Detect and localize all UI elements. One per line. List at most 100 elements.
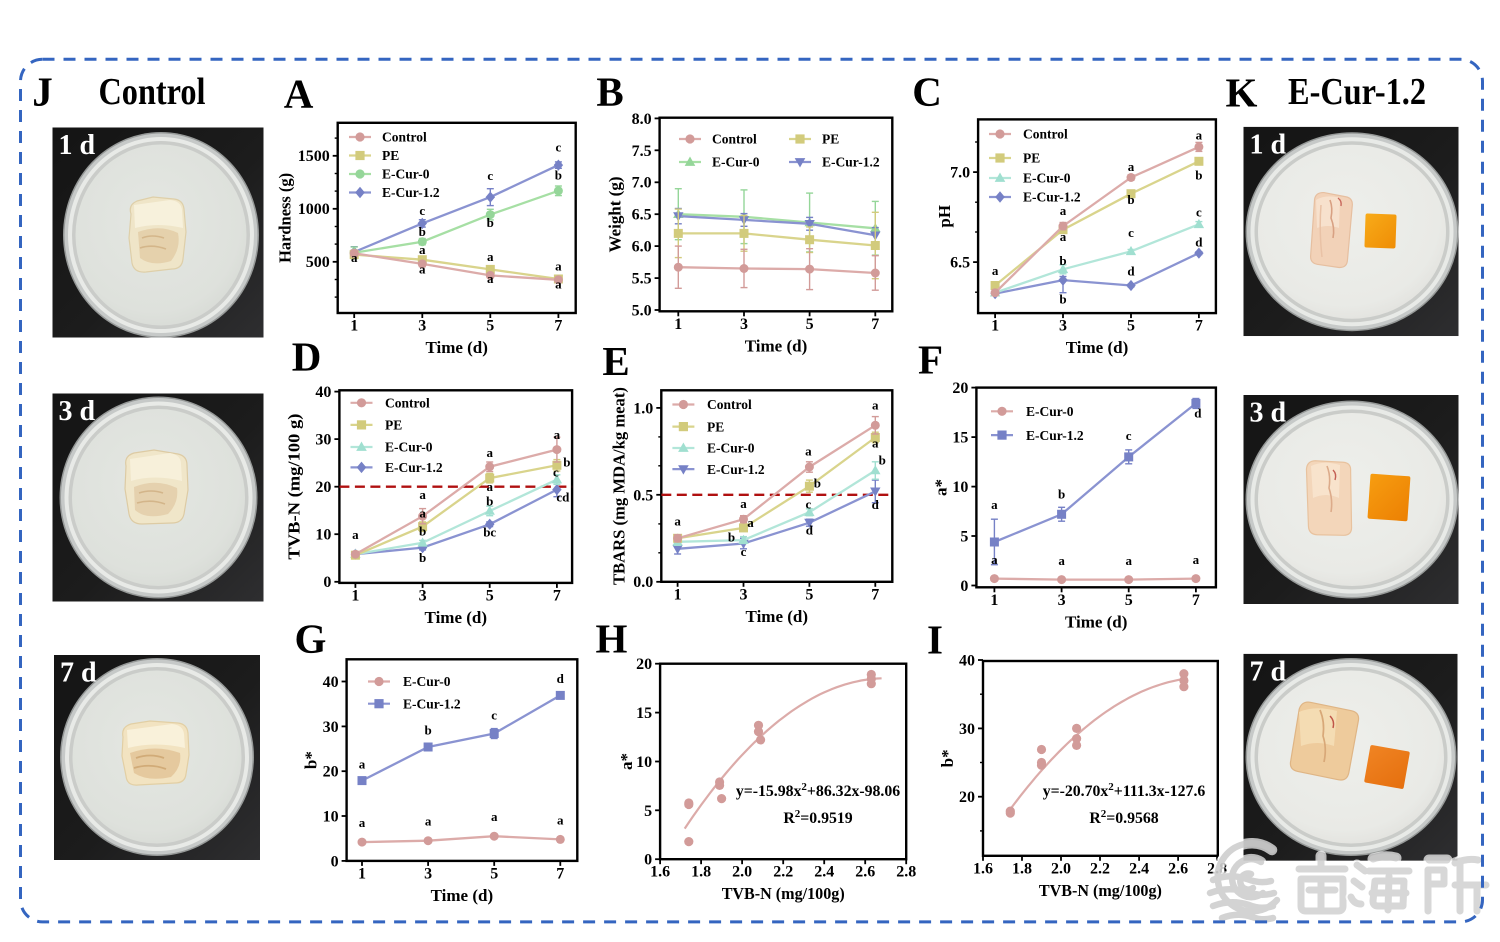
svg-text:a: a: [419, 506, 426, 521]
svg-text:A: A: [284, 71, 314, 117]
svg-text:a*: a*: [617, 753, 636, 770]
svg-text:40: 40: [959, 652, 975, 669]
svg-text:b: b: [555, 168, 562, 183]
svg-text:Time (d): Time (d): [1066, 338, 1129, 357]
svg-text:J: J: [32, 69, 53, 115]
svg-text:C: C: [912, 69, 942, 115]
svg-text:3: 3: [424, 865, 432, 882]
svg-text:20: 20: [952, 380, 968, 397]
svg-text:E-Cur-0: E-Cur-0: [1026, 404, 1074, 419]
svg-text:a: a: [555, 277, 562, 292]
svg-text:a: a: [1060, 229, 1067, 244]
svg-text:D: D: [292, 334, 322, 380]
svg-text:bc: bc: [483, 525, 496, 540]
svg-text:a: a: [419, 262, 426, 277]
svg-text:b: b: [814, 476, 821, 491]
svg-text:b: b: [486, 494, 493, 509]
svg-text:1: 1: [991, 318, 999, 335]
svg-text:1.6: 1.6: [650, 864, 670, 881]
svg-text:5.0: 5.0: [632, 302, 652, 319]
svg-text:10: 10: [636, 754, 652, 771]
svg-text:a: a: [352, 527, 359, 542]
svg-text:2.2: 2.2: [1090, 860, 1110, 877]
svg-text:Time (d): Time (d): [431, 886, 494, 905]
svg-text:500: 500: [306, 254, 330, 271]
svg-text:3: 3: [1058, 592, 1066, 609]
svg-text:E-Cur-1.2: E-Cur-1.2: [822, 155, 880, 170]
svg-text:c: c: [419, 203, 425, 218]
svg-text:2.0: 2.0: [732, 864, 752, 881]
svg-text:a: a: [872, 398, 879, 413]
svg-text:Hardness (g): Hardness (g): [276, 173, 295, 263]
svg-text:20: 20: [323, 764, 339, 781]
svg-text:15: 15: [952, 430, 968, 447]
svg-text:E-Cur-0: E-Cur-0: [385, 440, 433, 455]
svg-text:Time (d): Time (d): [746, 607, 809, 626]
svg-text:E-Cur-0: E-Cur-0: [382, 167, 430, 182]
svg-text:20: 20: [959, 789, 975, 806]
svg-text:1: 1: [674, 316, 682, 333]
svg-text:2.0: 2.0: [1051, 860, 1071, 877]
svg-text:a: a: [486, 479, 493, 494]
svg-text:cd: cd: [556, 490, 570, 505]
svg-text:5: 5: [1127, 318, 1135, 335]
svg-text:b*: b*: [938, 749, 957, 767]
svg-text:d: d: [1194, 406, 1202, 421]
svg-text:3: 3: [1059, 318, 1067, 335]
svg-text:5.5: 5.5: [632, 271, 652, 288]
svg-text:a: a: [554, 427, 561, 442]
svg-text:E-Cur-1.2: E-Cur-1.2: [403, 696, 461, 711]
svg-text:2.4: 2.4: [1129, 860, 1149, 877]
svg-text:E-Cur-0: E-Cur-0: [403, 674, 451, 689]
svg-text:Time (d): Time (d): [425, 338, 488, 357]
svg-text:7.5: 7.5: [632, 143, 652, 160]
svg-text:Time (d): Time (d): [745, 336, 808, 355]
svg-text:d: d: [806, 522, 814, 537]
svg-text:a: a: [991, 552, 998, 567]
svg-text:a: a: [555, 259, 562, 274]
svg-text:b: b: [1058, 486, 1065, 501]
svg-text:7: 7: [1195, 318, 1203, 335]
svg-text:TBARS (mg MDA/kg meat): TBARS (mg MDA/kg meat): [609, 387, 628, 585]
svg-text:8.0: 8.0: [632, 111, 652, 128]
svg-text:d: d: [1127, 264, 1135, 279]
svg-text:7: 7: [871, 316, 879, 333]
svg-text:a: a: [1128, 159, 1135, 174]
svg-text:E-Cur-0: E-Cur-0: [1023, 171, 1071, 186]
svg-text:1: 1: [990, 592, 998, 609]
svg-text:1: 1: [350, 318, 358, 335]
svg-text:E: E: [602, 338, 629, 384]
svg-text:1.6: 1.6: [973, 860, 993, 877]
svg-text:5: 5: [486, 587, 494, 604]
svg-text:a: a: [1060, 203, 1067, 218]
svg-text:0: 0: [644, 852, 652, 869]
svg-text:7 d: 7 d: [1250, 656, 1287, 687]
svg-text:c: c: [487, 168, 493, 183]
svg-text:6.5: 6.5: [632, 207, 652, 224]
svg-text:R2=0.9519: R2=0.9519: [783, 808, 852, 827]
svg-text:a: a: [740, 496, 747, 511]
svg-text:5: 5: [960, 529, 968, 546]
svg-text:a: a: [419, 242, 426, 257]
svg-text:1.0: 1.0: [633, 400, 653, 417]
svg-text:2.8: 2.8: [896, 864, 916, 881]
svg-text:c: c: [1196, 205, 1202, 220]
svg-text:TVB-N (mg/100 g): TVB-N (mg/100 g): [284, 414, 303, 560]
svg-text:0: 0: [323, 574, 331, 591]
svg-text:a: a: [351, 250, 358, 265]
svg-text:E-Cur-1.2: E-Cur-1.2: [382, 185, 440, 200]
svg-text:5: 5: [806, 316, 814, 333]
svg-text:7 d: 7 d: [60, 658, 97, 689]
svg-text:Control: Control: [1023, 127, 1068, 142]
svg-text:3: 3: [740, 586, 748, 603]
svg-text:b: b: [1059, 291, 1066, 306]
svg-text:a*: a*: [931, 479, 950, 496]
svg-text:F: F: [918, 337, 943, 383]
svg-text:15: 15: [636, 705, 652, 722]
svg-text:10: 10: [315, 527, 331, 544]
svg-text:5: 5: [486, 318, 494, 335]
svg-text:40: 40: [315, 384, 331, 401]
svg-text:a: a: [425, 814, 432, 829]
svg-text:b: b: [419, 523, 426, 538]
svg-text:a: a: [419, 487, 426, 502]
